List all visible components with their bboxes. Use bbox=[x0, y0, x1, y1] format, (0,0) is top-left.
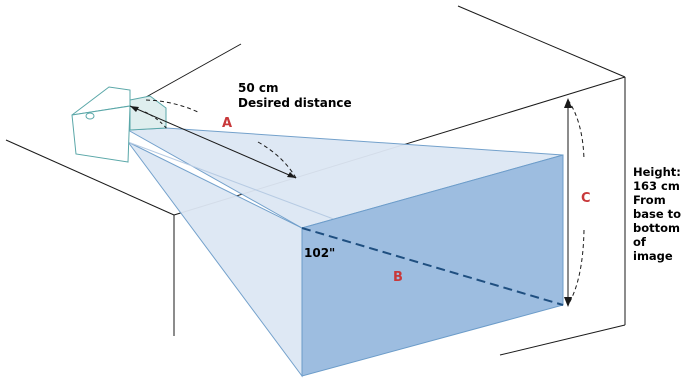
height-caption-line: Height: bbox=[633, 165, 681, 179]
projector-lens-icon bbox=[85, 112, 95, 120]
image-diagonal-dashed bbox=[301, 227, 564, 306]
distance-arrow-a bbox=[129, 99, 297, 179]
arrowhead-start bbox=[130, 106, 139, 112]
distance-value-label: 50 cm bbox=[238, 81, 279, 95]
wall-left-edge bbox=[5, 139, 175, 216]
ceiling-back-line bbox=[457, 5, 626, 78]
ceiling-ray-line bbox=[129, 43, 242, 107]
marker-b: B bbox=[393, 270, 403, 285]
floor-front-line bbox=[499, 324, 626, 356]
height-arc-dashed-bottom bbox=[567, 229, 585, 306]
height-caption-line: 163 cm bbox=[633, 179, 680, 193]
height-arrowhead-top bbox=[564, 98, 572, 108]
projector-body bbox=[71, 105, 131, 163]
height-caption-line: bottom bbox=[633, 221, 680, 235]
height-caption: Height: 163 cm From base to bottom of im… bbox=[633, 165, 681, 263]
distance-arrow-line bbox=[129, 105, 297, 179]
marker-c: C bbox=[581, 191, 591, 206]
projector-lens-block bbox=[129, 95, 167, 131]
distance-arc-dashed bbox=[145, 99, 201, 114]
distance-caption-label: Desired distance bbox=[238, 96, 352, 110]
diagonal-size-label: 102" bbox=[304, 246, 335, 260]
height-arc-dashed-top bbox=[567, 99, 585, 161]
marker-a: A bbox=[222, 116, 232, 131]
height-caption-line: base to bbox=[633, 207, 681, 221]
height-caption-line: From bbox=[633, 193, 666, 207]
arrowhead-end bbox=[287, 172, 296, 178]
height-arrowhead-bottom bbox=[564, 297, 572, 307]
height-arrow-c bbox=[564, 98, 585, 307]
projector bbox=[71, 86, 167, 163]
height-caption-line: of bbox=[633, 235, 647, 249]
height-caption-line: image bbox=[633, 249, 673, 263]
lens-arc-dashed bbox=[144, 111, 169, 131]
projection-beam bbox=[126, 127, 564, 378]
